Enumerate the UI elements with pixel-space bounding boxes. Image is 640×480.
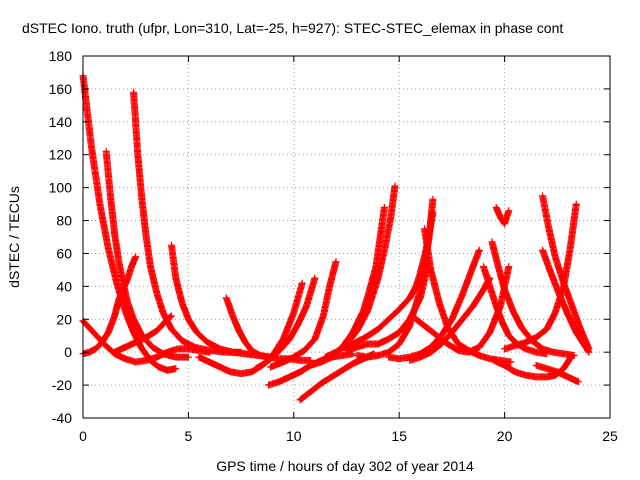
- data-series: [532, 361, 582, 386]
- data-points: [343, 258, 433, 354]
- x-tick-label: 15: [391, 428, 407, 444]
- x-tick-label: 5: [185, 428, 193, 444]
- data-series: [168, 241, 275, 361]
- y-tick-label: 160: [49, 81, 73, 97]
- data-points: [252, 274, 319, 373]
- data-series: [111, 312, 175, 356]
- data-points: [532, 361, 582, 386]
- grid-layer: [82, 55, 611, 419]
- data-series: [267, 258, 340, 371]
- x-tick-label: 0: [79, 428, 87, 444]
- frame-layer: [82, 55, 611, 419]
- data-points: [421, 225, 515, 366]
- x-tick-label: 10: [286, 428, 302, 444]
- y-tick-label: 100: [49, 180, 73, 196]
- x-tick-label: 25: [602, 428, 618, 444]
- data-series: [421, 225, 515, 366]
- data-points: [79, 72, 180, 374]
- chart-title: dSTEC Iono. truth (ufpr, Lon=310, Lat=-2…: [22, 20, 563, 36]
- y-tick-label: -40: [52, 410, 72, 426]
- x-axis-title: GPS time / hours of day 302 of year 2014: [216, 458, 474, 474]
- y-tick-label: 40: [56, 278, 72, 294]
- y-tick-label: 80: [56, 213, 72, 229]
- y-tick-label: 0: [64, 344, 72, 360]
- data-points: [501, 200, 580, 353]
- y-axis-title: dSTEC / TECUs: [6, 186, 22, 288]
- data-points: [267, 258, 340, 371]
- x-tick-label: 20: [497, 428, 513, 444]
- data-points: [111, 312, 175, 356]
- y-tick-label: 120: [49, 147, 73, 163]
- y-tick-label: 180: [49, 48, 73, 64]
- data-series: [488, 238, 578, 359]
- y-tick-label: 140: [49, 114, 73, 130]
- y-tick-label: 60: [56, 245, 72, 261]
- data-series: [252, 274, 319, 373]
- label-layer: dSTEC Iono. truth (ufpr, Lon=310, Lat=-2…: [6, 20, 618, 474]
- plot-frame: [82, 55, 611, 419]
- y-tick-label: 20: [56, 311, 72, 327]
- y-tick-label: -20: [52, 377, 72, 393]
- data-series: [501, 200, 580, 353]
- data-layer: [79, 72, 593, 404]
- data-points: [492, 203, 513, 228]
- data-series: [79, 72, 180, 374]
- data-series: [492, 203, 513, 228]
- data-series: [343, 258, 433, 354]
- data-points: [168, 241, 275, 361]
- data-points: [488, 238, 578, 359]
